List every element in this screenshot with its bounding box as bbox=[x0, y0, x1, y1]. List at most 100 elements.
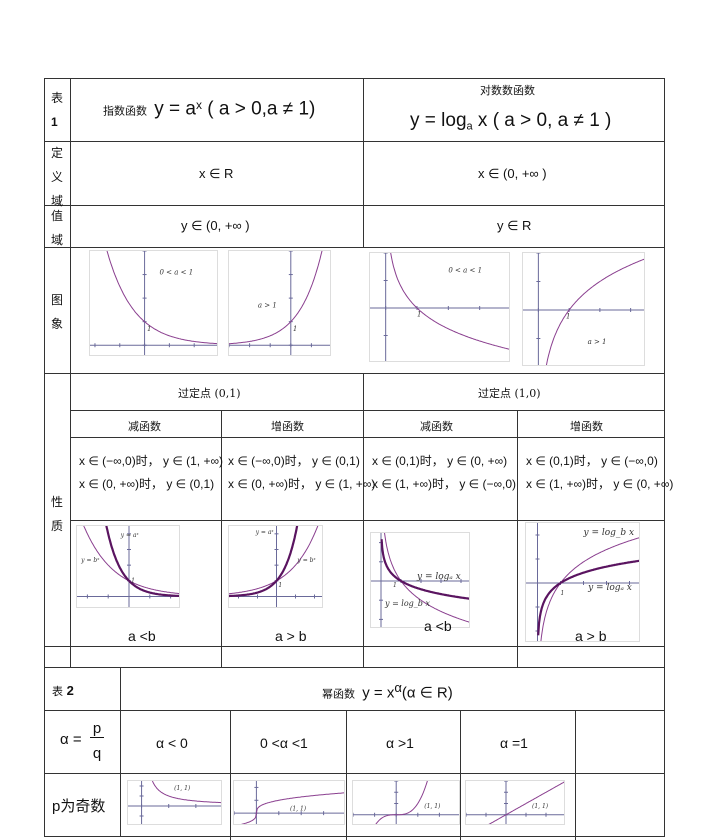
property-text: x ∈ (−∞,0)时， y ∈ (1, +∞) x ∈ (0, +∞)时， y … bbox=[79, 454, 224, 491]
graph-label: (1, 1) bbox=[174, 785, 191, 792]
power-header: 幂函数 y = xα(α ∈ R) bbox=[322, 680, 453, 702]
alpha-eq: α = bbox=[60, 731, 82, 748]
divider bbox=[70, 410, 665, 411]
domain-exp: x ∈ R bbox=[199, 166, 234, 181]
curve bbox=[106, 251, 217, 345]
curve bbox=[540, 537, 639, 641]
curve bbox=[229, 251, 323, 345]
divider bbox=[575, 710, 576, 840]
fixed-point-log: 过定点 (1,0) bbox=[478, 387, 541, 400]
curve bbox=[151, 781, 221, 804]
graph-power-neg: (1, 1) bbox=[127, 780, 222, 825]
graph-label: y = bˣ bbox=[80, 557, 100, 564]
curve bbox=[375, 781, 428, 824]
graph-compare-log-a-lt-b: y = logₐ x y = log_b x 1 bbox=[370, 532, 470, 628]
divider bbox=[346, 710, 347, 840]
case-label: 0 <α <1 bbox=[260, 735, 308, 751]
graph-label: y = bˣ bbox=[296, 557, 316, 564]
graph-log-decreasing: 0 < a < 1 1 bbox=[369, 252, 510, 362]
mono-label: 增函数 bbox=[271, 420, 304, 433]
graph-label: 0 < a < 1 bbox=[448, 266, 482, 274]
curve bbox=[229, 526, 299, 598]
graph-label: 1 bbox=[393, 582, 397, 589]
divider bbox=[44, 247, 665, 248]
graph-label: a > 1 bbox=[588, 338, 607, 346]
case-label: α >1 bbox=[386, 735, 414, 751]
graph-exp-increasing: a > 1 1 bbox=[228, 250, 331, 356]
curve bbox=[488, 781, 564, 824]
mono-label: 增函数 bbox=[570, 420, 603, 433]
graph-label: y = log_b x bbox=[583, 528, 635, 538]
graph-label: y = aˣ bbox=[120, 532, 140, 539]
graph-power-gt1: (1, 1) bbox=[352, 780, 460, 825]
graph-label: 1 bbox=[566, 313, 570, 321]
compare-label: a > b bbox=[575, 628, 607, 644]
log-formula: y = loga x ( a > 0, a ≠ 1 ) bbox=[410, 110, 612, 133]
compare-label: a <b bbox=[128, 628, 156, 644]
curve bbox=[384, 533, 469, 623]
graph-log-increasing: a > 1 1 bbox=[522, 252, 645, 366]
compare-label: a > b bbox=[275, 628, 307, 644]
p-label: p bbox=[90, 720, 104, 738]
compare-label: a <b bbox=[424, 618, 452, 634]
curve bbox=[390, 253, 509, 350]
graph-label: (1, 1) bbox=[424, 803, 441, 810]
curve bbox=[545, 258, 644, 365]
case-label: α =1 bbox=[500, 735, 528, 751]
divider bbox=[230, 710, 231, 840]
divider bbox=[221, 410, 222, 668]
property-text: x ∈ (−∞,0)时， y ∈ (0,1) x ∈ (0, +∞)时， y ∈ … bbox=[228, 454, 376, 491]
graph-label: y = log_b x bbox=[384, 599, 430, 608]
graph-label: a > 1 bbox=[258, 302, 277, 310]
graph-label: (1, 1) bbox=[532, 803, 549, 810]
fixed-point-exp: 过定点 (0,1) bbox=[178, 387, 241, 400]
domain-label: 定义域 bbox=[51, 146, 64, 208]
log-title: 对数数函数 bbox=[480, 84, 535, 97]
property-text: x ∈ (0,1)时， y ∈ (−∞,0) x ∈ (1, +∞)时， y ∈ … bbox=[526, 454, 674, 491]
property-label: 性质 bbox=[51, 495, 64, 533]
divider bbox=[44, 646, 665, 647]
graph-label: 1 bbox=[147, 325, 151, 333]
mono-label: 减函数 bbox=[128, 420, 161, 433]
divider bbox=[363, 78, 364, 247]
property-text: x ∈ (0,1)时， y ∈ (0, +∞) x ∈ (1, +∞)时， y ∈… bbox=[372, 454, 517, 491]
graph-label: y = aˣ bbox=[255, 529, 275, 536]
graph-label: (1, 1) bbox=[290, 806, 307, 813]
graph-label: 1 bbox=[561, 590, 565, 597]
divider bbox=[120, 667, 121, 837]
graph-label: 1 bbox=[293, 325, 297, 333]
curve bbox=[105, 526, 179, 597]
divider bbox=[44, 141, 665, 142]
graph-compare-exp-a-lt-b: y = aˣ y = bˣ 1 bbox=[76, 525, 180, 608]
curve bbox=[380, 539, 469, 600]
curve bbox=[240, 792, 344, 824]
graph-label: 1 bbox=[131, 577, 135, 584]
exp-header: 指数函数 y = ax ( a > 0,a ≠ 1) bbox=[103, 98, 316, 120]
graph-compare-log-a-gt-b: y = log_b x y = logₐ x 1 bbox=[525, 522, 640, 642]
divider bbox=[44, 373, 665, 374]
graph-compare-exp-a-gt-b: y = aˣ y = bˣ 1 bbox=[228, 525, 323, 608]
case-label: α < 0 bbox=[156, 735, 188, 751]
table-2-label: 表 2 bbox=[52, 683, 74, 698]
graph-label: y = logₐ x bbox=[416, 572, 461, 582]
divider bbox=[70, 520, 665, 521]
q-label: q bbox=[92, 745, 102, 762]
divider bbox=[460, 710, 461, 840]
range-label: 值域 bbox=[51, 209, 64, 247]
mono-label: 减函数 bbox=[420, 420, 453, 433]
graph-power-frac: (1, 1) bbox=[233, 780, 345, 825]
curve bbox=[537, 559, 639, 636]
domain-log: x ∈ (0, +∞ ) bbox=[478, 166, 547, 181]
graph-label: 0 < a < 1 bbox=[159, 269, 193, 277]
graph-exp-decreasing: 0 < a < 1 1 bbox=[89, 250, 218, 356]
row-label-p-odd: p为奇数 bbox=[52, 798, 106, 815]
range-exp: y ∈ (0, +∞ ) bbox=[181, 218, 250, 233]
graph-label: 1 bbox=[278, 582, 282, 589]
graph-label: 图象 bbox=[51, 293, 64, 331]
divider bbox=[44, 773, 665, 774]
range-log: y ∈ R bbox=[497, 218, 532, 233]
divider bbox=[44, 205, 665, 206]
divider bbox=[517, 410, 518, 668]
graph-label: y = logₐ x bbox=[587, 583, 632, 593]
